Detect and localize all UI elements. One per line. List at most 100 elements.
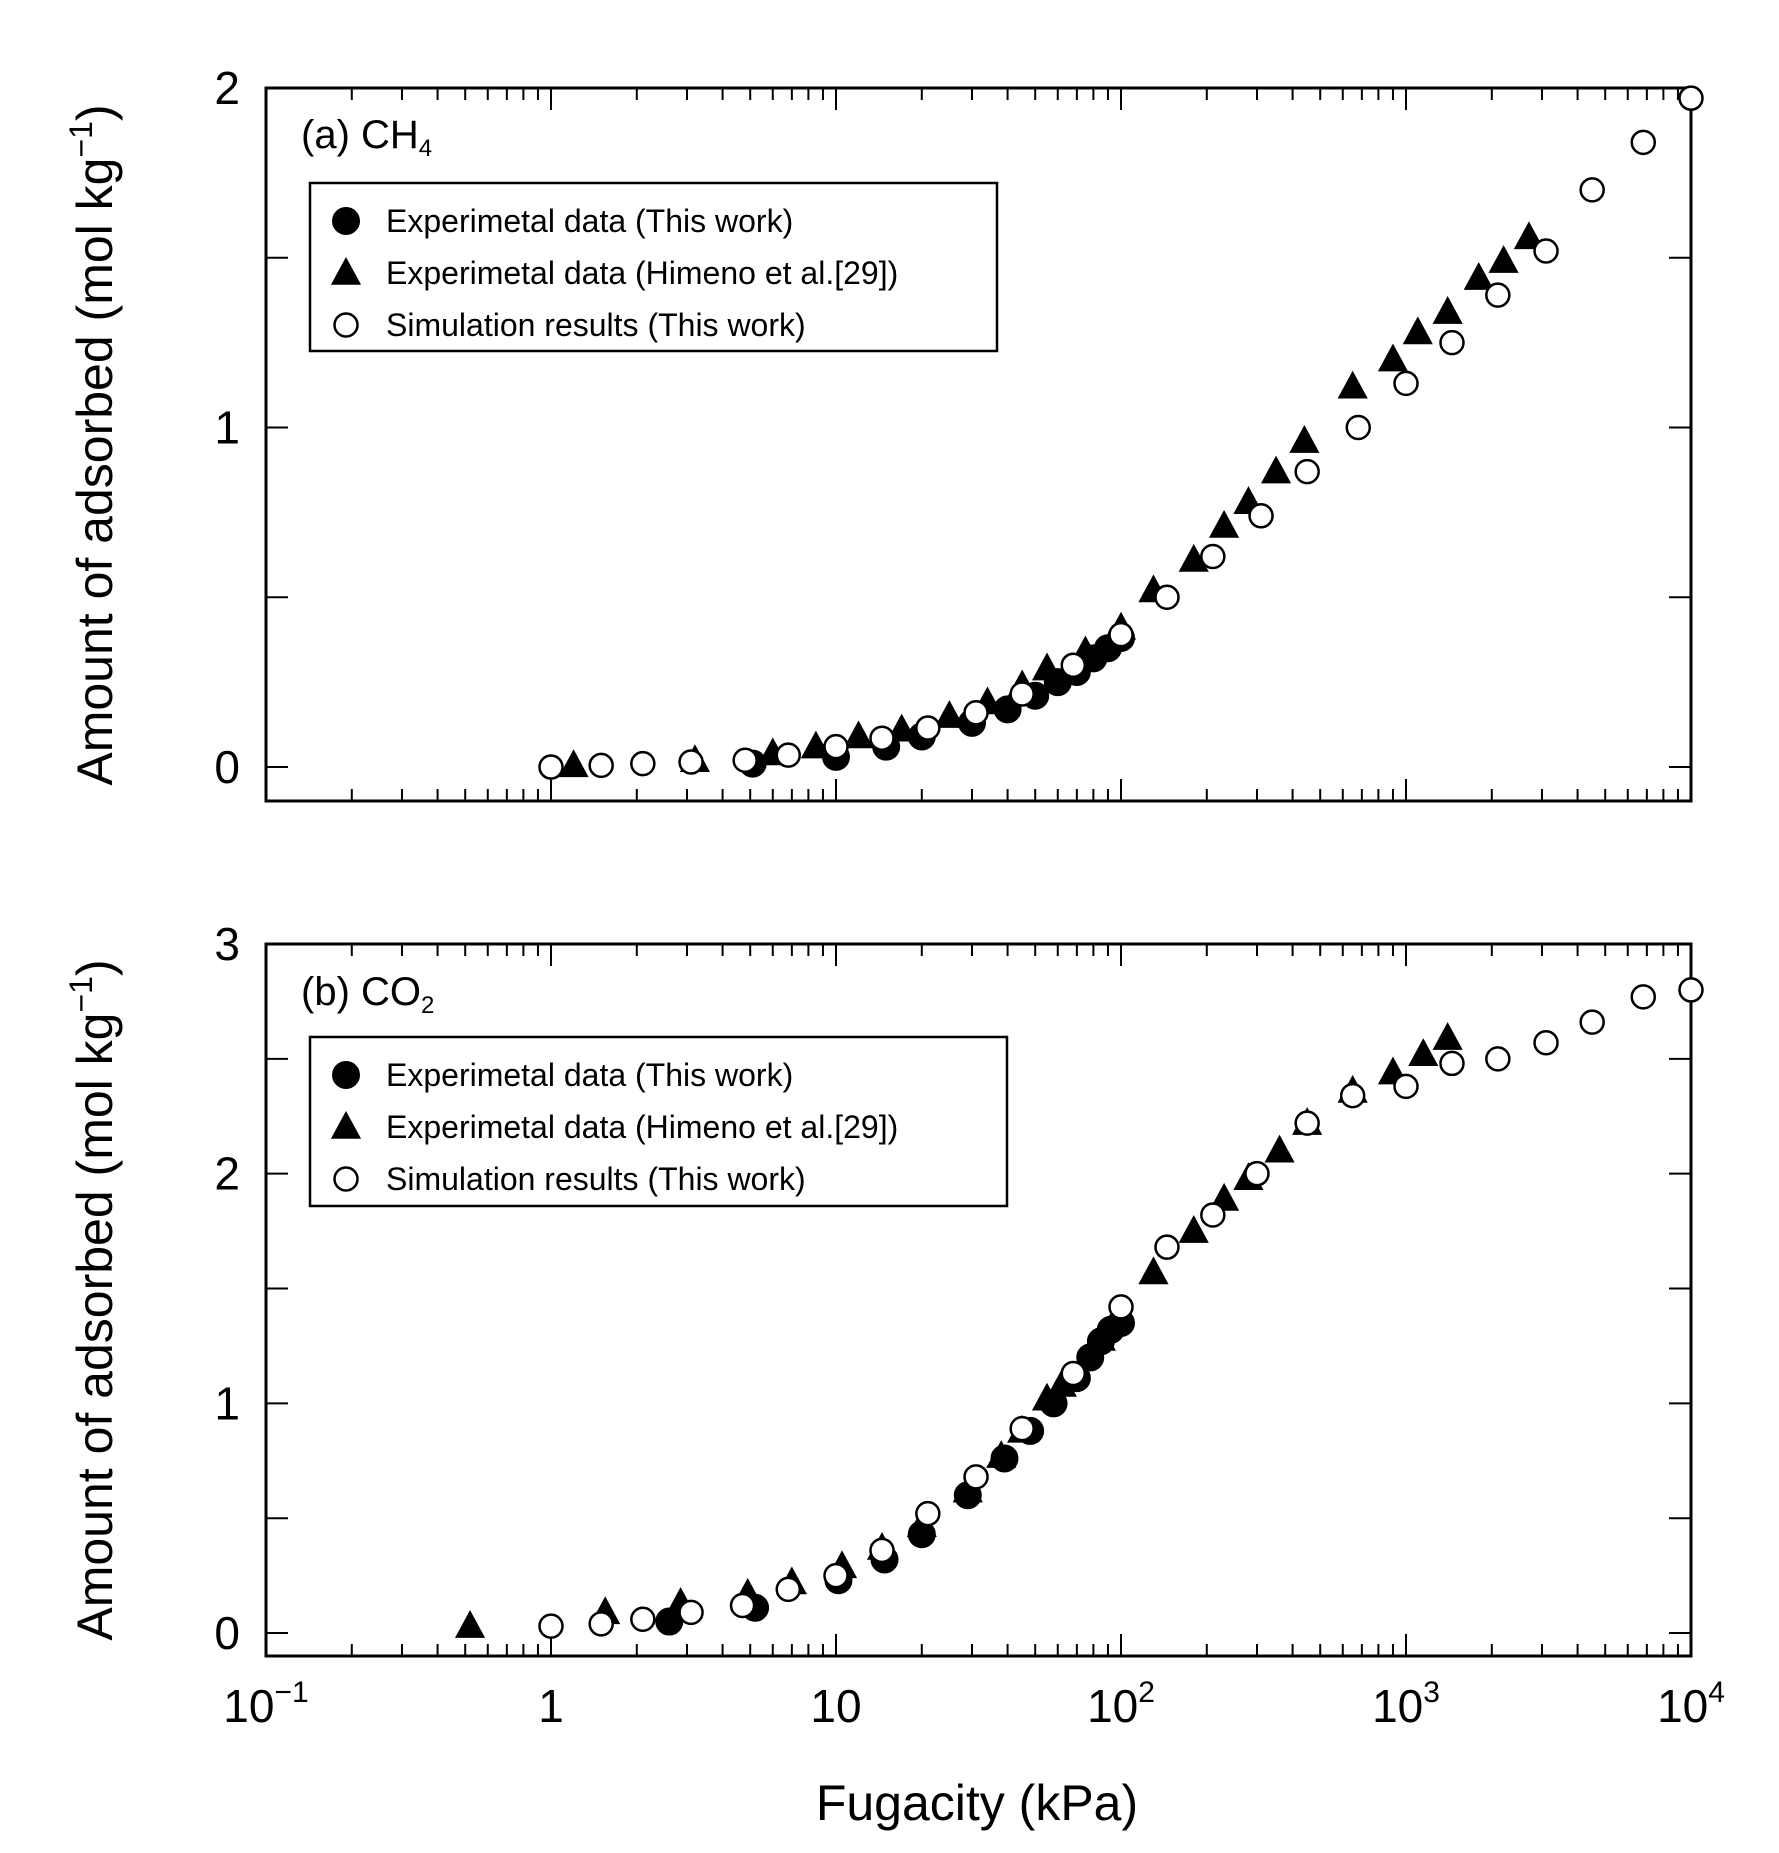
- data-point: [1294, 458, 1320, 485]
- data-point: [1345, 414, 1372, 441]
- x-axis-tick-labels: 10−1 1 10 102 103 104: [223, 1676, 1725, 1732]
- data-point: [1432, 296, 1463, 324]
- legend-marker: [332, 1061, 360, 1089]
- data-point: [1108, 621, 1134, 648]
- legend-marker: [330, 256, 362, 285]
- data-point: [915, 715, 941, 741]
- data-point: [1138, 1256, 1169, 1285]
- legend-marker: [330, 1110, 362, 1139]
- series-open-circle: [538, 85, 1704, 780]
- data-point: [1393, 370, 1419, 397]
- series-filled-circle: [655, 1308, 1135, 1636]
- data-point: [1402, 316, 1433, 345]
- data-point: [1264, 1134, 1295, 1163]
- legend-box: [308, 181, 999, 353]
- data-point: [1377, 343, 1409, 372]
- data-point: [1485, 1046, 1511, 1072]
- data-point: [1244, 1160, 1270, 1187]
- data-point: [869, 1537, 895, 1564]
- data-point: [963, 1464, 989, 1490]
- data-point: [538, 754, 564, 780]
- data-point: [1432, 1022, 1463, 1050]
- data-point: [630, 1606, 656, 1633]
- data-point: [1630, 129, 1657, 156]
- data-point: [990, 1444, 1019, 1473]
- legend: Experimetal data (This work) Experimetal …: [308, 181, 999, 353]
- data-point: [1579, 1009, 1605, 1035]
- data-point: [1533, 1030, 1559, 1056]
- data-point: [1439, 1050, 1465, 1077]
- legend-marker: [332, 207, 360, 235]
- legend-label: Experimetal data (This work): [386, 1057, 793, 1093]
- data-point: [800, 730, 831, 759]
- data-point: [1408, 1038, 1439, 1066]
- data-point: [1630, 984, 1657, 1010]
- y-tick-label: 1: [214, 1377, 240, 1429]
- legend-marker: [333, 312, 359, 338]
- panel-a-ch4: 0 1 2 Amount of adsorbed (mol kg−1) (a) CH4 E…: [63, 62, 1704, 803]
- x-tick-label: 103: [1372, 1676, 1440, 1732]
- data-point: [934, 700, 965, 728]
- data-point: [1260, 455, 1292, 484]
- legend-label: Simulation results (This work): [386, 307, 806, 343]
- data-point: [1337, 370, 1368, 399]
- legend-marker: [333, 1166, 359, 1192]
- data-point: [823, 733, 849, 760]
- panel-b-co2: 0 1 2 3 Amount of adsorbed (mol kg−1) (b) CO2…: [63, 918, 1704, 1659]
- data-point: [1533, 238, 1559, 264]
- data-point: [588, 752, 614, 779]
- x-tick-label: 10: [810, 1680, 861, 1732]
- data-point: [558, 749, 589, 778]
- data-point: [678, 1599, 704, 1626]
- data-point: [538, 1613, 564, 1639]
- plot-frame: [264, 86, 1693, 803]
- y-tick-label: 0: [214, 1607, 240, 1659]
- y-tick-label: 3: [214, 918, 240, 970]
- data-point: [1060, 1360, 1087, 1387]
- legend: Experimetal data (This work) Experimetal …: [308, 1035, 1009, 1208]
- data-point: [630, 750, 656, 777]
- legend-label: Experimetal data (Himeno et al.[29]): [386, 1109, 898, 1145]
- x-tick-label: 102: [1087, 1676, 1155, 1732]
- x-tick-label: 104: [1657, 1676, 1725, 1732]
- data-point: [732, 747, 758, 774]
- panel-label: (a) CH4: [301, 113, 432, 162]
- panel-label: (b) CO2: [301, 970, 434, 1019]
- data-point: [1678, 977, 1704, 1003]
- data-point: [1485, 282, 1511, 308]
- y-axis-title: Amount of adsorbed (mol kg−1): [63, 104, 123, 785]
- y-tick-label: 1: [214, 402, 240, 454]
- data-point: [1339, 1082, 1366, 1109]
- data-point: [729, 1592, 756, 1619]
- data-point: [1209, 509, 1240, 538]
- y-axis-title: Amount of adsorbed (mol kg−1): [63, 959, 123, 1640]
- data-point: [1289, 425, 1320, 453]
- series-open-circle: [538, 977, 1704, 1639]
- data-point: [588, 1611, 614, 1637]
- data-point: [1154, 1234, 1180, 1260]
- legend-label: Experimetal data (This work): [386, 203, 793, 239]
- data-point: [1294, 1110, 1320, 1136]
- x-axis-title: Fugacity (kPa): [816, 1775, 1138, 1831]
- legend-label: Simulation results (This work): [386, 1161, 806, 1197]
- data-point: [775, 742, 802, 768]
- data-point: [1154, 584, 1180, 611]
- data-point: [1060, 652, 1087, 678]
- data-point: [1513, 221, 1545, 250]
- data-point: [454, 1610, 486, 1638]
- data-point: [963, 699, 989, 726]
- data-point: [1200, 1202, 1226, 1228]
- data-point: [843, 720, 874, 749]
- data-point: [1009, 1415, 1035, 1442]
- data-point: [1009, 681, 1035, 707]
- data-point: [1678, 85, 1704, 111]
- data-point: [869, 725, 895, 751]
- data-point: [678, 749, 704, 775]
- data-point: [1178, 1215, 1209, 1243]
- data-point: [1439, 329, 1465, 356]
- y-tick-label: 0: [214, 741, 240, 793]
- data-point: [1488, 245, 1519, 273]
- data-point: [1579, 177, 1605, 203]
- x-tick-label: 1: [538, 1680, 564, 1732]
